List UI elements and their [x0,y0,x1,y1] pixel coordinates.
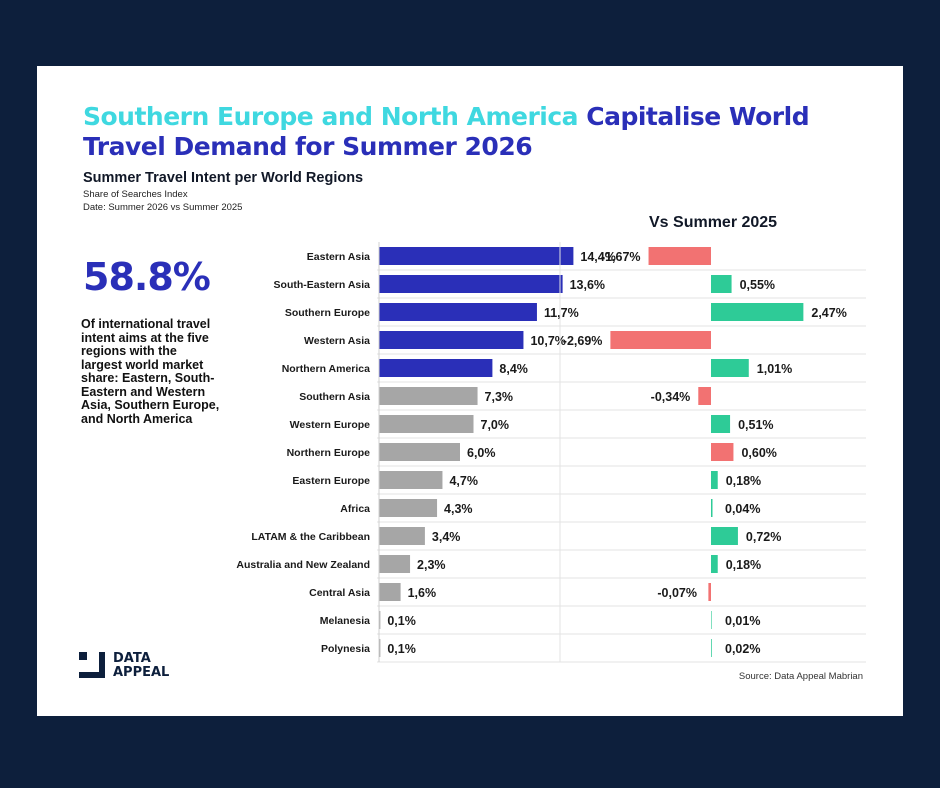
index-label: Share of Searches Index [83,189,188,200]
value-label-africa: 4,3% [444,502,473,516]
bar-southern-asia [379,387,478,405]
change-bar-western-asia [610,331,711,349]
change-bar-northern-america [711,359,749,377]
change-label-south-eastern-asia: 0,55% [740,278,775,292]
category-label-latam-the-caribbean: LATAM & the Caribbean [251,531,370,543]
date-label: Date: Summer 2026 vs Summer 2025 [83,202,243,213]
category-label-eastern-asia: Eastern Asia [307,251,370,263]
value-label-latam-the-caribbean: 3,4% [432,530,461,544]
bar-northern-europe [379,443,460,461]
category-label-southern-asia: Southern Asia [299,391,370,403]
change-bar-southern-europe [711,303,804,321]
bar-chart: Eastern Asia 14,4%-1,67% South-Eastern Asi… [236,242,866,663]
change-bar-australia-and-new-zealand [711,555,718,573]
bar-central-asia [379,583,401,601]
bar-latam-the-caribbean [379,527,425,545]
bar-western-asia [379,331,524,349]
change-label-southern-asia: -0,34% [651,390,691,404]
logo-text-line1: DATA [113,651,151,666]
bar-australia-and-new-zealand [379,555,411,573]
change-bar-western-europe [711,415,731,433]
chart-subtitle: Summer Travel Intent per World Regions [83,170,364,186]
change-bar-eastern-europe [711,471,718,489]
big-stat: 58.8% [83,255,211,299]
value-label-western-asia: 10,7% [530,334,565,348]
value-label-southern-europe: 11,7% [544,306,579,320]
change-label-southern-europe: 2,47% [811,306,846,320]
logo-text: DATA APPEAL [113,652,169,680]
bar-polynesia [379,639,381,657]
change-label-western-asia: -2,69% [563,334,603,348]
title-highlight: Southern Europe and North America [83,102,579,131]
value-label-northern-america: 8,4% [499,362,528,376]
value-label-central-asia: 1,6% [408,586,437,600]
category-label-northern-europe: Northern Europe [287,447,371,459]
bar-melanesia [379,611,381,629]
change-bar-africa [711,499,713,517]
bar-eastern-asia [379,247,574,265]
category-label-africa: Africa [340,503,370,515]
change-label-western-europe: 0,51% [738,418,773,432]
category-label-southern-europe: Southern Europe [285,307,370,319]
infographic-card: Southern Europe and North America Capita… [37,66,903,716]
change-bar-polynesia [711,639,712,657]
logo-text-line2: APPEAL [113,665,170,680]
value-label-western-europe: 7,0% [481,418,510,432]
change-label-polynesia: 0,02% [725,642,760,656]
change-label-northern-europe: 0,60% [741,446,776,460]
bar-northern-america [379,359,493,377]
category-label-melanesia: Melanesia [320,615,370,627]
value-label-polynesia: 0,1% [387,642,416,656]
change-bar-southern-asia [698,387,711,405]
change-bar-south-eastern-asia [711,275,732,293]
change-bar-melanesia [711,611,712,629]
value-label-southern-asia: 7,3% [485,390,514,404]
change-label-australia-and-new-zealand: 0,18% [726,558,761,572]
category-label-western-europe: Western Europe [290,419,370,431]
change-label-northern-america: 1,01% [757,362,792,376]
category-label-western-asia: Western Asia [304,335,370,347]
change-bar-eastern-asia [648,247,711,265]
data-appeal-logo-icon [79,652,105,678]
change-label-africa: 0,04% [725,502,760,516]
value-label-south-eastern-asia: 13,6% [570,278,605,292]
value-label-australia-and-new-zealand: 2,3% [417,558,446,572]
bar-south-eastern-asia [379,275,563,293]
category-label-central-asia: Central Asia [309,587,370,599]
bar-southern-europe [379,303,537,321]
category-label-polynesia: Polynesia [321,643,370,655]
page-title: Southern Europe and North America Capita… [83,102,883,162]
value-label-northern-europe: 6,0% [467,446,496,460]
change-label-eastern-europe: 0,18% [726,474,761,488]
bar-western-europe [379,415,474,433]
change-bar-latam-the-caribbean [711,527,738,545]
stat-description: Of international travel intent aims at t… [81,317,220,426]
value-label-eastern-europe: 4,7% [449,474,478,488]
change-label-latam-the-caribbean: 0,72% [746,530,781,544]
category-label-australia-and-new-zealand: Australia and New Zealand [236,559,370,571]
source-note: Source: Data Appeal Mabrian [738,671,863,682]
value-label-melanesia: 0,1% [387,614,416,628]
category-label-eastern-europe: Eastern Europe [292,475,370,487]
bar-africa [379,499,438,517]
change-label-central-asia: -0,07% [657,586,697,600]
title-rest: Capitalise World Travel Demand for Summe… [83,102,810,161]
change-bar-northern-europe [711,443,734,461]
value-label-eastern-asia: 14,4% [580,250,615,264]
bar-eastern-europe [379,471,443,489]
vs-summer-title: Vs Summer 2025 [649,214,778,231]
change-label-melanesia: 0,01% [725,614,760,628]
change-bar-central-asia [708,583,711,601]
category-label-south-eastern-asia: South-Eastern Asia [274,279,371,291]
change-label-eastern-asia: -1,67% [601,250,641,264]
category-label-northern-america: Northern America [282,363,370,375]
